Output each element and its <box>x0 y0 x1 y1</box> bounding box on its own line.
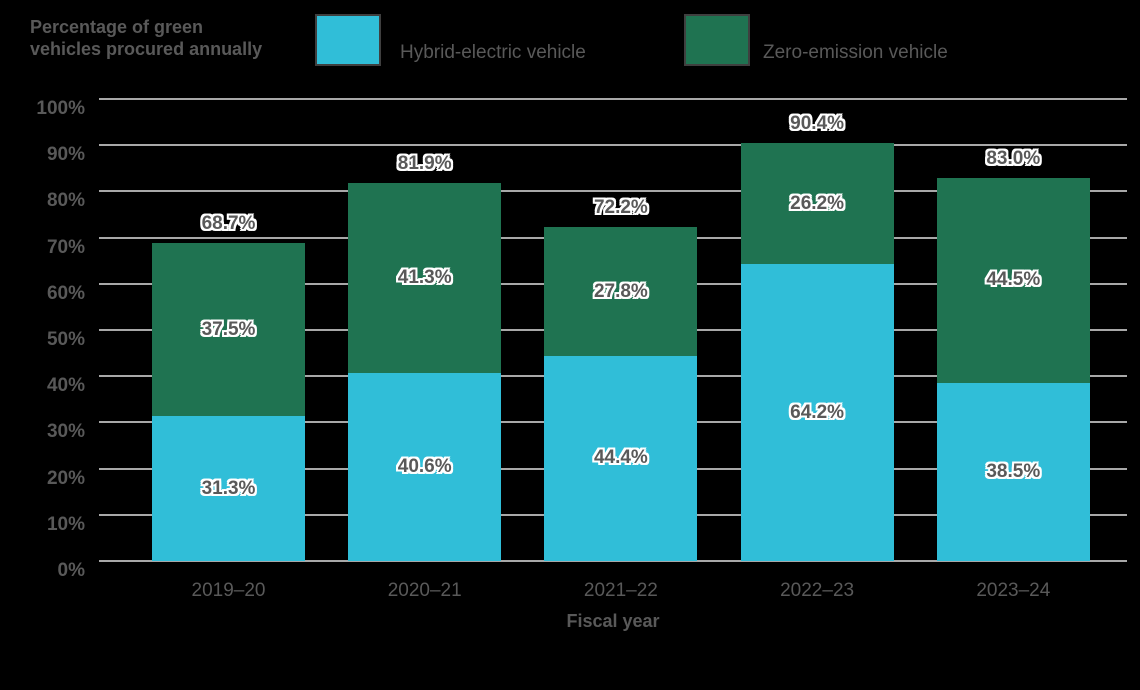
legend-label-zero-emission: Zero-emission vehicle <box>763 42 948 63</box>
total-label-2023–24: 83.0% <box>986 147 1041 169</box>
total-label-2021–22: 72.2% <box>593 197 648 219</box>
total-label-2020–21: 81.9% <box>397 152 452 174</box>
x-axis-title: Fiscal year <box>566 611 660 631</box>
legend-label-hybrid-electric: Hybrid-electric vehicle <box>400 42 586 63</box>
segment-label-hybrid-electric: 38.5% <box>986 461 1041 483</box>
segment-label-zero-emission: 41.3% <box>397 267 452 288</box>
total-label-2019–20: 68.7% <box>201 213 256 235</box>
total-label-2022–23: 90.4% <box>790 113 845 135</box>
x-axis-tick-label-2023–24: 2023–24 <box>976 580 1051 601</box>
y-axis-tick-label-70: 70% <box>46 236 85 258</box>
bar-segment-zero-emission-2023–24: 44.5% <box>936 177 1090 384</box>
segment-label-hybrid-electric: 40.6% <box>397 456 452 478</box>
legend-swatch-hybrid-electric <box>315 14 381 66</box>
bar-segment-zero-emission-2022–23: 26.2% <box>740 143 894 265</box>
x-axis-tick-label-2021–22: 2021–22 <box>583 580 658 601</box>
segment-label-hybrid-electric: 44.4% <box>593 447 648 469</box>
bar-segment-hybrid-electric-2019–20: 31.3% <box>152 416 305 561</box>
gridline-80 <box>99 190 1127 193</box>
bar-segment-zero-emission-2019–20: 37.5% <box>152 243 305 417</box>
bar-segment-zero-emission-2021–22: 27.8% <box>544 227 698 356</box>
y-axis-tick-label-40: 40% <box>46 375 85 397</box>
bar-segment-hybrid-electric-2020–21: 40.6% <box>348 373 502 561</box>
segment-label-zero-emission: 27.8% <box>593 280 648 302</box>
y-axis-tick-label-80: 80% <box>46 190 85 212</box>
y-axis-tick-label-90: 90% <box>46 144 85 166</box>
y-axis-tick-label-60: 60% <box>46 282 85 304</box>
x-axis-tick-label-2019–20: 2019–20 <box>191 580 266 601</box>
chart-title-line1: Percentage of green <box>30 17 204 37</box>
y-axis-tick-label-10: 10% <box>46 513 85 535</box>
segment-label-zero-emission: 26.2% <box>790 192 845 214</box>
gridline-0 <box>99 560 1127 562</box>
y-axis-tick-label-0: 0% <box>57 560 85 581</box>
bar-segment-zero-emission-2020–21: 41.3% <box>348 182 502 374</box>
y-axis-tick-label-100: 100% <box>36 98 85 119</box>
bar-segment-hybrid-electric-2021–22: 44.4% <box>544 355 698 561</box>
chart-title-line2: vehicles procured annually <box>30 39 263 59</box>
y-axis-tick-label-50: 50% <box>46 329 85 350</box>
gridline-90 <box>99 144 1127 147</box>
gridline-100 <box>99 98 1127 100</box>
segment-label-zero-emission: 44.5% <box>986 269 1041 291</box>
segment-label-zero-emission: 37.5% <box>201 318 256 340</box>
y-axis-tick-label-30: 30% <box>46 421 85 443</box>
bar-segment-hybrid-electric-2023–24: 38.5% <box>936 383 1090 561</box>
bar-segment-hybrid-electric-2022–23: 64.2% <box>740 264 894 561</box>
x-axis-tick-label-2022–23: 2022–23 <box>780 580 855 601</box>
chart-title: Percentage of green vehicles procured an… <box>30 16 300 60</box>
legend-swatch-zero-emission <box>684 14 750 66</box>
segment-label-hybrid-electric: 31.3% <box>201 477 256 499</box>
x-axis-tick-label-2020–21: 2020–21 <box>387 580 462 601</box>
segment-label-hybrid-electric: 64.2% <box>790 401 845 423</box>
y-axis-tick-label-20: 20% <box>46 467 85 489</box>
